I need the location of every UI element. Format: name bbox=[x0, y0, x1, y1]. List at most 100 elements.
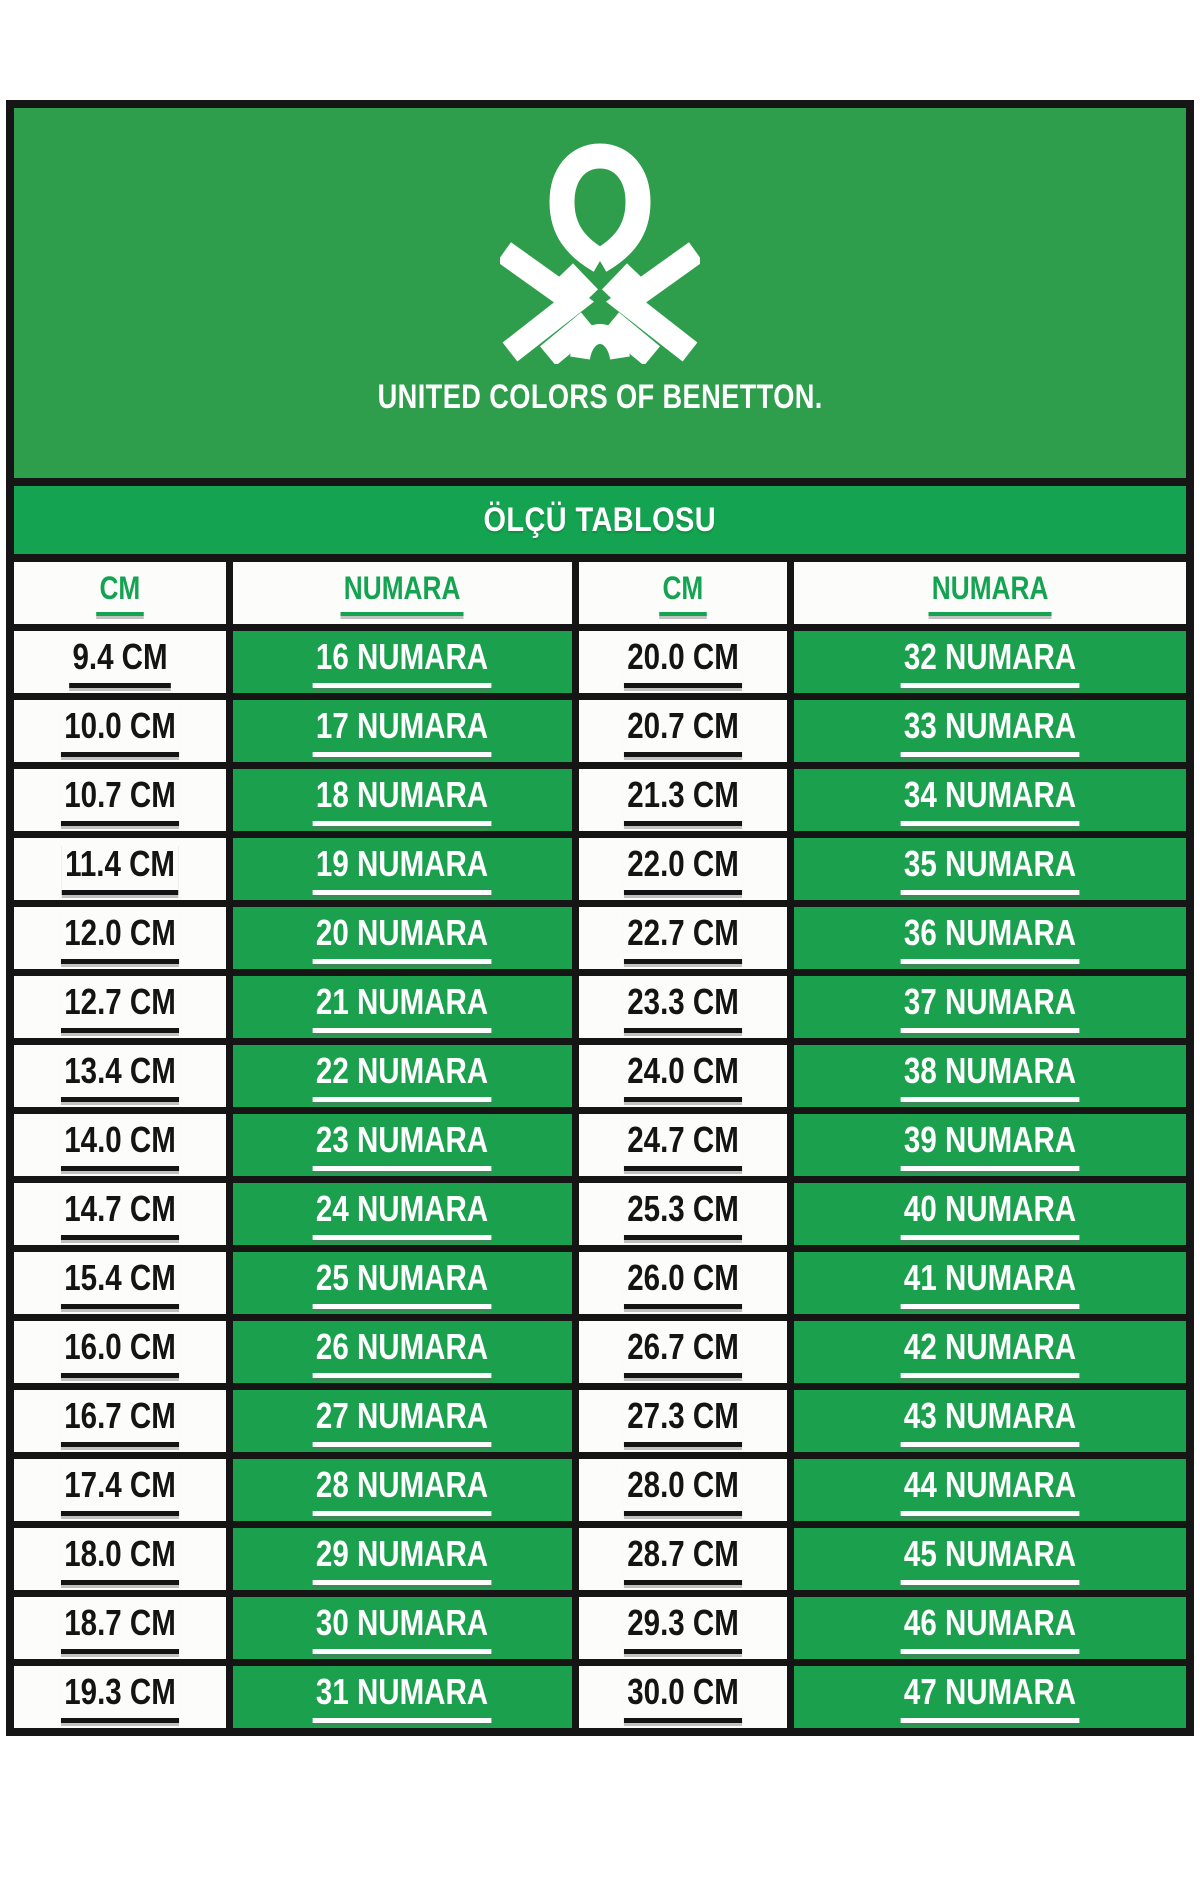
table-cell-cm: 28.0 CM bbox=[579, 1459, 787, 1521]
cell-text: 26 NUMARA bbox=[313, 1326, 492, 1378]
table-cell-numara: 41 NUMARA bbox=[794, 1252, 1186, 1314]
col-header-numara-left: NUMARA bbox=[233, 562, 572, 624]
cell-text: 16.0 CM bbox=[60, 1326, 180, 1378]
table-cell-cm: 16.7 CM bbox=[14, 1390, 226, 1452]
cell-text: 17.4 CM bbox=[60, 1464, 180, 1516]
table-cell-numara: 47 NUMARA bbox=[794, 1666, 1186, 1728]
table-cell-numara: 16 NUMARA bbox=[233, 631, 572, 693]
cell-text: 32 NUMARA bbox=[900, 636, 1080, 688]
table-title: ÖLÇÜ TABLOSU bbox=[483, 500, 717, 539]
cell-text: 33 NUMARA bbox=[900, 705, 1080, 757]
table-cell-numara: 25 NUMARA bbox=[233, 1252, 572, 1314]
cell-text: 28.7 CM bbox=[623, 1533, 743, 1585]
cell-text: 25 NUMARA bbox=[313, 1257, 492, 1309]
table-cell-numara: 35 NUMARA bbox=[794, 838, 1186, 900]
table-cell-cm: 16.0 CM bbox=[14, 1321, 226, 1383]
cell-text: 14.0 CM bbox=[60, 1119, 180, 1171]
cell-text: 18 NUMARA bbox=[313, 774, 492, 826]
table-cell-numara: 39 NUMARA bbox=[794, 1114, 1186, 1176]
brand-header: UNITED COLORS OF BENETTON. bbox=[14, 108, 1186, 478]
cell-text: 12.7 CM bbox=[60, 981, 180, 1033]
table-cell-numara: 34 NUMARA bbox=[794, 769, 1186, 831]
cell-text: 18.0 CM bbox=[60, 1533, 180, 1585]
cell-text: 21.3 CM bbox=[623, 774, 743, 826]
table-cell-cm: 20.7 CM bbox=[579, 700, 787, 762]
cell-text: 10.0 CM bbox=[60, 705, 180, 757]
cell-text: 27 NUMARA bbox=[313, 1395, 492, 1447]
cell-text: 24.0 CM bbox=[623, 1050, 743, 1102]
size-table: CM NUMARA CM NUMARA 9.4 CM 16 NUMARA 20.0 … bbox=[14, 554, 1186, 1728]
table-cell-numara: 31 NUMARA bbox=[233, 1666, 572, 1728]
cell-text: 12.0 CM bbox=[60, 912, 180, 964]
table-cell-cm: 30.0 CM bbox=[579, 1666, 787, 1728]
cell-text: 21 NUMARA bbox=[313, 981, 492, 1033]
cell-text: 31 NUMARA bbox=[313, 1671, 492, 1723]
cell-text: 16.7 CM bbox=[60, 1395, 180, 1447]
cell-text: 29.3 CM bbox=[623, 1602, 743, 1654]
table-cell-cm: 13.4 CM bbox=[14, 1045, 226, 1107]
table-cell-cm: 12.0 CM bbox=[14, 907, 226, 969]
cell-text: 24 NUMARA bbox=[313, 1188, 492, 1240]
table-cell-numara: 28 NUMARA bbox=[233, 1459, 572, 1521]
table-cell-numara: 36 NUMARA bbox=[794, 907, 1186, 969]
cell-text: 37 NUMARA bbox=[900, 981, 1080, 1033]
table-cell-numara: 27 NUMARA bbox=[233, 1390, 572, 1452]
table-cell-cm: 28.7 CM bbox=[579, 1528, 787, 1590]
col-header-numara-right: NUMARA bbox=[794, 562, 1186, 624]
table-cell-cm: 25.3 CM bbox=[579, 1183, 787, 1245]
table-cell-cm: 23.3 CM bbox=[579, 976, 787, 1038]
table-cell-cm: 26.0 CM bbox=[579, 1252, 787, 1314]
cell-text: 23.3 CM bbox=[623, 981, 743, 1033]
cell-text: 40 NUMARA bbox=[900, 1188, 1080, 1240]
table-cell-numara: 38 NUMARA bbox=[794, 1045, 1186, 1107]
cell-text: 28.0 CM bbox=[623, 1464, 743, 1516]
cell-text: 36 NUMARA bbox=[900, 912, 1080, 964]
cell-text: 13.4 CM bbox=[60, 1050, 180, 1102]
cell-text: 28 NUMARA bbox=[313, 1464, 492, 1516]
table-cell-cm: 19.3 CM bbox=[14, 1666, 226, 1728]
table-cell-cm: 14.0 CM bbox=[14, 1114, 226, 1176]
table-cell-cm: 17.4 CM bbox=[14, 1459, 226, 1521]
cell-text: 26.0 CM bbox=[623, 1257, 743, 1309]
table-cell-numara: 18 NUMARA bbox=[233, 769, 572, 831]
table-cell-cm: 10.0 CM bbox=[14, 700, 226, 762]
table-cell-cm: 14.7 CM bbox=[14, 1183, 226, 1245]
col-header-cm-left: CM bbox=[14, 562, 226, 624]
table-cell-cm: 12.7 CM bbox=[14, 976, 226, 1038]
table-cell-cm: 10.7 CM bbox=[14, 769, 226, 831]
table-cell-numara: 40 NUMARA bbox=[794, 1183, 1186, 1245]
table-cell-cm: 15.4 CM bbox=[14, 1252, 226, 1314]
table-cell-cm: 27.3 CM bbox=[579, 1390, 787, 1452]
cell-text: 29 NUMARA bbox=[313, 1533, 492, 1585]
brand-wordmark: UNITED COLORS OF BENETTON. bbox=[377, 378, 823, 416]
col-header-label: NUMARA bbox=[340, 570, 465, 616]
table-cell-numara: 20 NUMARA bbox=[233, 907, 572, 969]
table-cell-cm: 21.3 CM bbox=[579, 769, 787, 831]
table-cell-numara: 43 NUMARA bbox=[794, 1390, 1186, 1452]
table-cell-cm: 29.3 CM bbox=[579, 1597, 787, 1659]
cell-text: 46 NUMARA bbox=[900, 1602, 1080, 1654]
table-cell-cm: 22.0 CM bbox=[579, 838, 787, 900]
table-cell-cm: 11.4 CM bbox=[14, 838, 226, 900]
table-cell-numara: 46 NUMARA bbox=[794, 1597, 1186, 1659]
table-cell-numara: 24 NUMARA bbox=[233, 1183, 572, 1245]
table-cell-numara: 33 NUMARA bbox=[794, 700, 1186, 762]
cell-text: 39 NUMARA bbox=[900, 1119, 1080, 1171]
col-header-label: CM bbox=[96, 570, 144, 616]
table-cell-numara: 32 NUMARA bbox=[794, 631, 1186, 693]
cell-text: 22.0 CM bbox=[623, 843, 743, 895]
cell-text: 14.7 CM bbox=[60, 1188, 180, 1240]
table-cell-cm: 24.0 CM bbox=[579, 1045, 787, 1107]
table-cell-numara: 21 NUMARA bbox=[233, 976, 572, 1038]
table-cell-numara: 30 NUMARA bbox=[233, 1597, 572, 1659]
cell-text: 44 NUMARA bbox=[900, 1464, 1080, 1516]
cell-text: 38 NUMARA bbox=[900, 1050, 1080, 1102]
table-cell-numara: 19 NUMARA bbox=[233, 838, 572, 900]
cell-text: 20 NUMARA bbox=[313, 912, 492, 964]
table-cell-cm: 18.7 CM bbox=[14, 1597, 226, 1659]
cell-text: 42 NUMARA bbox=[900, 1326, 1080, 1378]
cell-text: 30.0 CM bbox=[623, 1671, 743, 1723]
cell-text: 34 NUMARA bbox=[900, 774, 1080, 826]
table-cell-numara: 45 NUMARA bbox=[794, 1528, 1186, 1590]
table-cell-numara: 44 NUMARA bbox=[794, 1459, 1186, 1521]
